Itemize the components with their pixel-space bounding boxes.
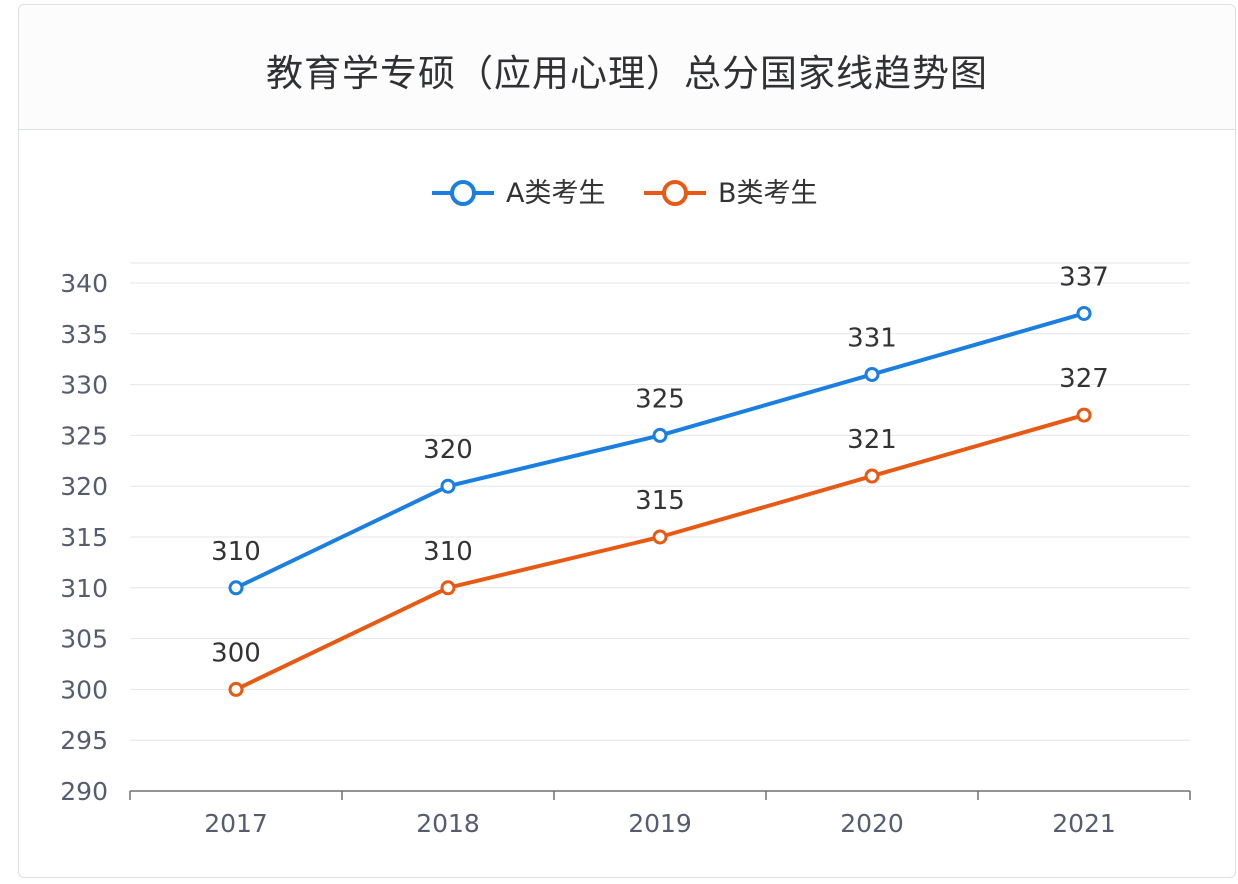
data-point [228,580,244,596]
x-tick-label: 2020 [840,809,904,838]
legend-marker-2 [662,180,688,206]
data-point [864,366,880,382]
series-line-2 [235,413,1085,692]
data-point [864,468,880,484]
y-tick-label: 295 [60,726,108,755]
card-header: 教育学专硕（应用心理）总分国家线趋势图 [19,5,1235,130]
data-label: 331 [847,323,897,353]
chart-card: 教育学专硕（应用心理）总分国家线趋势图 [18,4,1236,878]
x-tick-label: 2019 [628,809,692,838]
data-label: 321 [847,425,897,455]
data-label: 337 [1059,262,1109,292]
y-tick-label: 290 [60,777,108,806]
data-point [1076,305,1092,321]
data-point [652,529,668,545]
data-label: 300 [211,638,261,668]
legend-label-1: A类考生 [506,178,605,209]
data-point [1076,407,1092,423]
y-tick-label: 300 [60,675,108,704]
chart-title: 教育学专硕（应用心理）总分国家线趋势图 [266,52,988,95]
data-label: 325 [635,384,685,414]
data-label: 315 [635,486,685,516]
y-tick-label: 320 [60,472,108,501]
y-tick-label: 335 [60,320,108,349]
legend-label-2: B类考生 [718,178,818,209]
data-point [228,681,244,697]
x-tick-label: 2021 [1052,809,1116,838]
data-point [652,427,668,443]
data-label: 310 [423,537,473,567]
data-label: 310 [211,537,261,567]
x-tick-label: 2017 [204,809,268,838]
y-tick-label: 325 [60,421,108,450]
data-label: 327 [1059,364,1109,394]
y-tick-label: 305 [60,625,108,654]
data-label: 320 [423,435,473,465]
y-tick-label: 315 [60,523,108,552]
data-point [440,478,456,494]
y-tick-label: 310 [60,574,108,603]
x-tick-label: 2018 [416,809,480,838]
y-tick-label: 340 [60,269,108,298]
data-point [440,580,456,596]
legend-marker-1 [450,180,476,206]
y-tick-label: 330 [60,371,108,400]
